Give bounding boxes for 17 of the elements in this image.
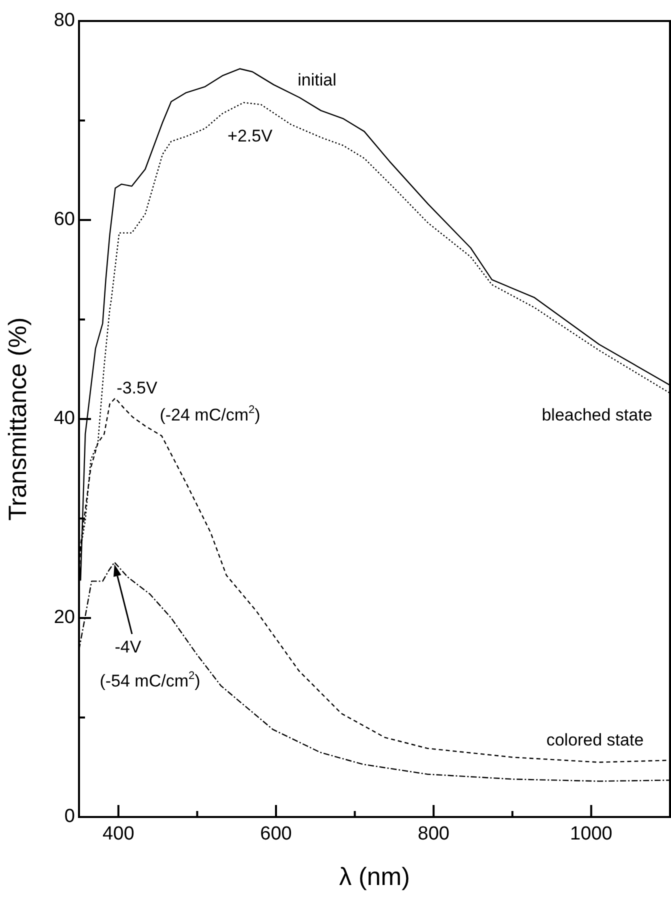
- x-tick-label: 600: [260, 824, 292, 845]
- y-axis-title: Transmittance (%): [4, 317, 32, 521]
- y-tick-label: 40: [54, 408, 75, 430]
- y-tick-label: 20: [54, 607, 75, 628]
- annotation: bleached state: [542, 406, 652, 425]
- x-axis-title: λ (nm): [339, 862, 410, 891]
- annotation: colored state: [546, 730, 644, 750]
- x-tick-label: 1000: [570, 824, 612, 845]
- annotation: -3.5V: [116, 378, 158, 398]
- y-tick-label: 60: [54, 209, 75, 230]
- y-tick-label: 80: [54, 10, 75, 32]
- x-tick-label: 800: [418, 824, 450, 845]
- x-tick-label: 400: [102, 824, 134, 845]
- y-tick-label: 0: [64, 806, 75, 828]
- annotation: +2.5V: [228, 126, 274, 146]
- annotation: -4V: [114, 638, 142, 657]
- annotation: initial: [298, 70, 336, 90]
